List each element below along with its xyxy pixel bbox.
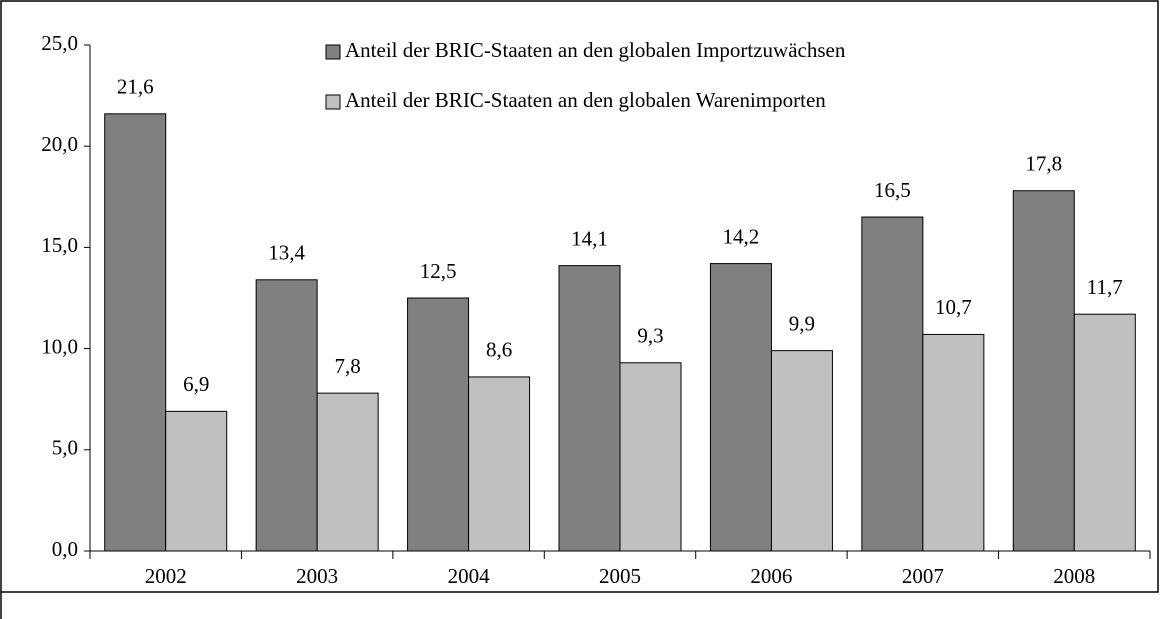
value-label: 8,6 [486, 338, 512, 362]
bar [468, 376, 531, 552]
legend-swatch [325, 94, 341, 110]
y-tick-label: 25,0 [41, 31, 78, 55]
value-label: 10,7 [935, 295, 972, 319]
value-label: 14,1 [571, 226, 608, 250]
x-tick-label: 2003 [296, 564, 338, 588]
bar [558, 265, 621, 552]
value-label: 7,8 [335, 354, 361, 378]
value-label: 9,3 [637, 324, 663, 348]
y-tick-label: 10,0 [41, 334, 78, 358]
y-tick-label: 15,0 [41, 233, 78, 257]
legend-label: Anteil der BRIC-Staaten an den globalen … [345, 88, 826, 112]
x-tick-label: 2005 [599, 564, 641, 588]
value-label: 6,9 [183, 372, 209, 396]
legend-swatch [325, 44, 341, 60]
x-tick-label: 2006 [750, 564, 792, 588]
bar [165, 410, 228, 552]
value-label: 21,6 [117, 75, 154, 99]
bar [1012, 190, 1075, 552]
x-tick-label: 2008 [1053, 564, 1095, 588]
bar [922, 333, 985, 552]
value-label: 9,9 [789, 311, 815, 335]
value-label: 12,5 [420, 259, 457, 283]
bar [407, 297, 470, 552]
value-label: 16,5 [874, 178, 911, 202]
bar [619, 362, 682, 552]
bar [255, 279, 318, 552]
value-label: 13,4 [268, 241, 305, 265]
value-label: 11,7 [1087, 275, 1123, 299]
bar [1073, 313, 1136, 552]
x-tick-label: 2007 [902, 564, 944, 588]
bar [861, 216, 924, 552]
value-label: 14,2 [723, 224, 760, 248]
x-tick-label: 2002 [145, 564, 187, 588]
bar [104, 113, 167, 552]
y-tick-label: 0,0 [52, 537, 78, 561]
y-tick-label: 20,0 [41, 132, 78, 156]
bar [709, 263, 772, 552]
y-tick-label: 5,0 [52, 436, 78, 460]
x-tick-label: 2004 [448, 564, 491, 588]
legend-label: Anteil der BRIC-Staaten an den globalen … [345, 38, 846, 62]
value-label: 17,8 [1025, 152, 1062, 176]
bar [770, 350, 833, 552]
bar [316, 392, 379, 552]
